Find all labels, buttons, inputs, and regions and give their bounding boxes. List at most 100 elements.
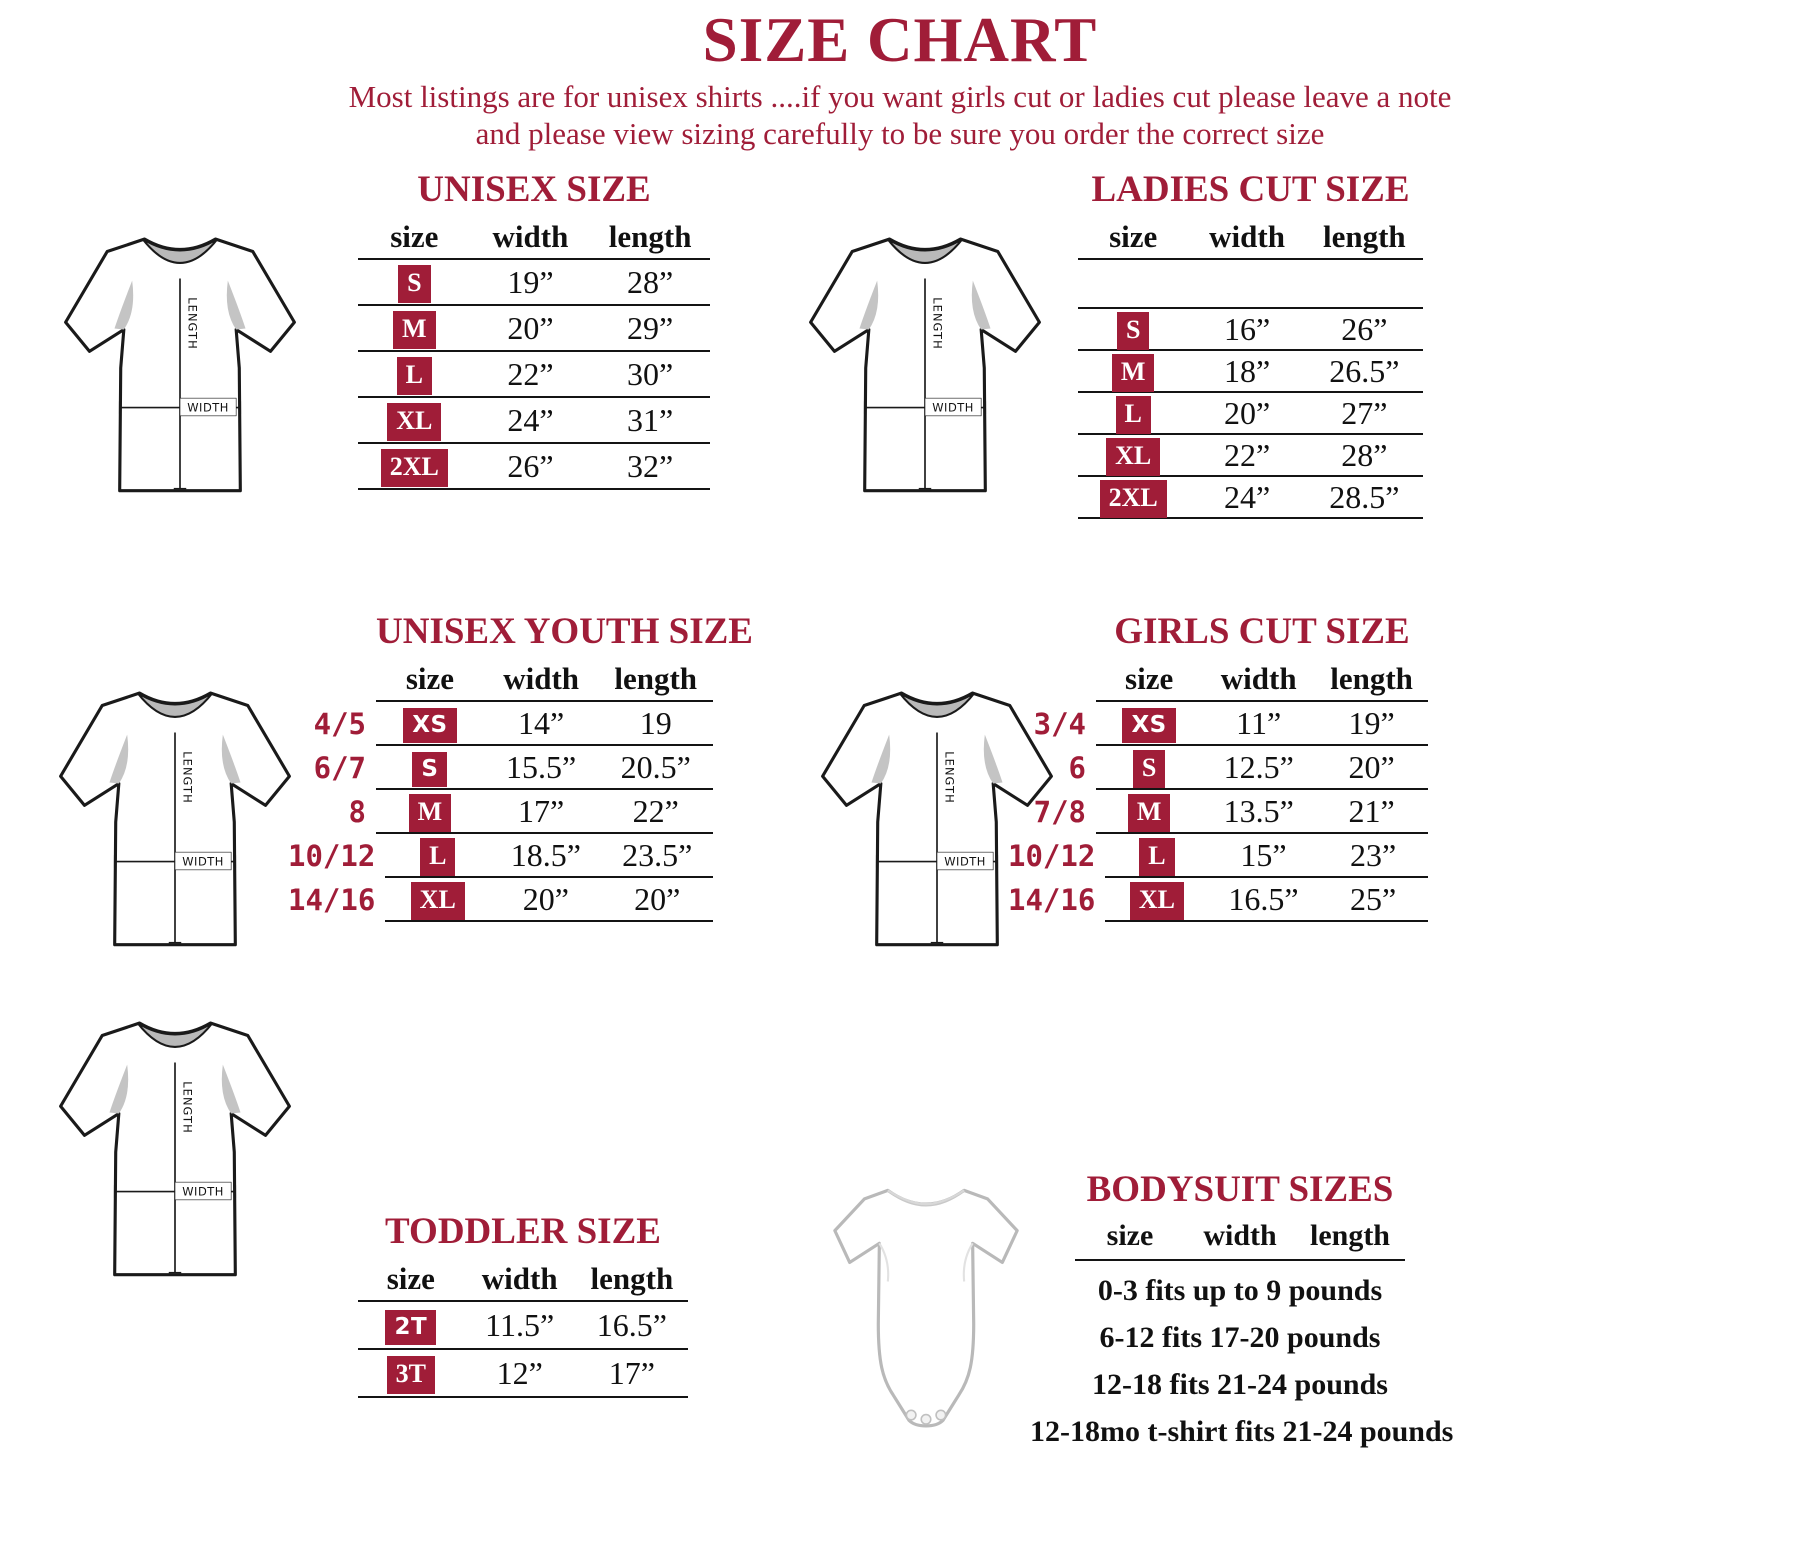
size-badge: S (398, 264, 431, 303)
width-value: 16.5” (1228, 880, 1299, 917)
column-header-size: size (405, 661, 455, 696)
size-badge: S (1132, 749, 1166, 788)
size-badge: 2T (385, 1310, 437, 1345)
table-header: size width length (1096, 661, 1428, 702)
table-row: M 18” 26.5” (1078, 351, 1423, 393)
column-header-length: length (608, 219, 692, 254)
bodysuit-size-line: 12-18mo t-shirt fits 21-24 pounds (1030, 1415, 1454, 1448)
table-row: 6 S 12.5” 20” (1008, 746, 1428, 790)
size-badge: L (396, 356, 432, 395)
width-value: 16” (1223, 311, 1271, 347)
column-header-length: length (1309, 1219, 1390, 1252)
length-value: 28” (627, 263, 674, 300)
size-badge: XS (1122, 708, 1176, 743)
age-label: 10/12 (288, 839, 376, 873)
bodysuit-size-line: 12-18 fits 21-24 pounds (1092, 1368, 1388, 1401)
age-label: 6 (1068, 751, 1086, 785)
length-value: 28.5” (1329, 479, 1400, 515)
table-row: 14/16 XL 20” 20” (288, 878, 713, 922)
ladies-cut-size-table: LADIES CUT SIZE size width length S 16” … (1078, 168, 1423, 519)
column-header-size: size (1109, 219, 1158, 254)
length-value: 30” (627, 355, 674, 392)
section-title: BODYSUIT SIZES (1086, 1169, 1394, 1210)
size-badge: M (393, 310, 436, 349)
section-title: LADIES CUT SIZE (1091, 169, 1410, 210)
column-header-length: length (1322, 219, 1406, 254)
table-row: 3T 12” 17” (358, 1350, 688, 1398)
empty-row (1078, 260, 1423, 309)
bodysuit-sizes-section: BODYSUIT SIZES size width length 0-3 fit… (1030, 1168, 1454, 1449)
width-value: 11” (1236, 704, 1282, 741)
bodysuit-size-line: 0-3 fits up to 9 pounds (1097, 1274, 1383, 1307)
length-value: 28” (1341, 437, 1388, 473)
tshirt-illustration-ladies (800, 212, 1050, 524)
age-label: 7/8 (1033, 795, 1086, 829)
bodysuit-size-line: 6-12 fits 17-20 pounds (1099, 1321, 1381, 1354)
size-badge: XL (387, 402, 442, 441)
table-row: M 20” 29” (358, 306, 710, 352)
width-value: 15.5” (506, 748, 577, 785)
table-row: 4/5 XS 14” 19 (288, 702, 713, 746)
size-badge: L (1115, 396, 1151, 434)
age-label: 4/5 (313, 707, 366, 741)
age-label: 6/7 (313, 751, 366, 785)
column-header-length: length (614, 661, 698, 696)
table-row: S 16” 26” (1078, 309, 1423, 351)
page-title: SIZE CHART (702, 5, 1098, 75)
table-row: 2XL 26” 32” (358, 444, 710, 490)
length-value: 20.5” (620, 748, 691, 785)
width-value: 12.5” (1223, 748, 1294, 785)
unisex-size-table: UNISEX SIZE size width length S 19” 28” … (358, 168, 710, 490)
length-value: 21” (1348, 792, 1395, 829)
table-row: 2XL 24” 28.5” (1078, 477, 1423, 519)
length-value: 22” (632, 792, 679, 829)
size-badge: XL (410, 881, 465, 920)
tshirt-illustration-unisex (55, 212, 305, 524)
column-header-size: size (390, 219, 439, 254)
length-value: 19” (1348, 704, 1395, 741)
size-badge: M (1127, 793, 1171, 832)
length-value: 19 (639, 704, 672, 741)
width-value: 22” (1223, 437, 1271, 473)
column-header-width: width (1220, 661, 1297, 696)
width-value: 14” (518, 704, 565, 741)
age-label: 14/16 (288, 883, 376, 917)
table-header: size width length (358, 1261, 688, 1302)
length-value: 29” (627, 309, 674, 346)
column-header-width: width (503, 661, 580, 696)
size-badge: S (412, 752, 448, 787)
length-value: 23” (1350, 836, 1397, 873)
column-header-size: size (1125, 661, 1174, 696)
table-row: 6/7 S 15.5” 20.5” (288, 746, 713, 790)
length-value: 23.5” (622, 836, 693, 873)
table-row: 7/8 M 13.5” 21” (1008, 790, 1428, 834)
table-header: size width length (1075, 1219, 1405, 1261)
table-header: size width length (1078, 219, 1423, 260)
column-header-size: size (386, 1261, 435, 1296)
width-value: 26” (507, 447, 554, 484)
width-value: 18” (1223, 353, 1271, 389)
column-header-width: width (481, 1261, 558, 1296)
column-header-width: width (492, 219, 569, 254)
width-value: 20” (522, 880, 569, 917)
table-row: 3/4 XS 11” 19” (1008, 702, 1428, 746)
age-label: 8 (348, 795, 366, 829)
section-title: TODDLER SIZE (385, 1211, 661, 1252)
size-badge: S (1116, 312, 1150, 350)
age-label: 14/16 (1008, 883, 1096, 917)
age-label: 10/12 (1008, 839, 1096, 873)
width-value: 24” (507, 401, 554, 438)
bodysuit-illustration (820, 1160, 1032, 1456)
table-row: XL 24” 31” (358, 398, 710, 444)
width-value: 17” (518, 792, 565, 829)
toddler-size-table: TODDLER SIZE size width length 2T 11.5” … (358, 1210, 688, 1398)
section-title: UNISEX YOUTH SIZE (376, 611, 753, 652)
size-badge: XL (1129, 881, 1184, 920)
size-badge: L (1139, 837, 1175, 876)
size-badge: XL (1106, 438, 1161, 476)
size-badge: XS (403, 708, 457, 743)
length-value: 20” (1348, 748, 1395, 785)
width-value: 12” (496, 1354, 543, 1391)
length-value: 17” (608, 1354, 655, 1391)
length-value: 27” (1341, 395, 1388, 431)
